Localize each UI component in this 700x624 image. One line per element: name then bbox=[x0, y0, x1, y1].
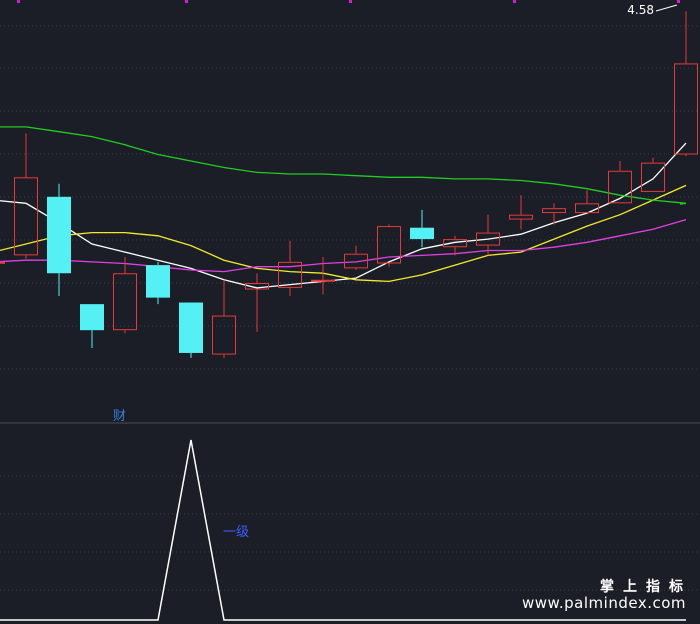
candle bbox=[278, 240, 302, 297]
indicator-panel bbox=[0, 439, 686, 621]
candle-body bbox=[311, 279, 335, 282]
grid-lines bbox=[0, 25, 700, 591]
high-price-label: 4.58 bbox=[627, 3, 654, 17]
candle-body bbox=[608, 170, 632, 204]
candle-body bbox=[641, 162, 665, 192]
candle-body bbox=[509, 214, 533, 220]
candle-body bbox=[113, 273, 137, 331]
candle bbox=[311, 256, 335, 295]
candlestick-series bbox=[0, 11, 698, 358]
candle-body bbox=[674, 63, 698, 155]
ma-line-4 bbox=[0, 126, 687, 205]
watermark-name: 掌上指标 bbox=[600, 578, 692, 595]
candle-body bbox=[14, 177, 38, 256]
candle-body bbox=[377, 226, 401, 264]
ma-line-3 bbox=[0, 218, 687, 273]
candle-body bbox=[80, 304, 104, 331]
candle-body bbox=[542, 208, 566, 214]
candle bbox=[509, 195, 533, 230]
candle-body bbox=[344, 253, 368, 269]
candle bbox=[608, 161, 632, 204]
candle-body bbox=[443, 239, 467, 248]
candle bbox=[212, 279, 236, 358]
candle bbox=[113, 256, 137, 334]
candle-body bbox=[212, 315, 236, 355]
top-tick-mark bbox=[349, 0, 352, 3]
candle bbox=[179, 302, 203, 358]
watermark: 掌上指标 www.palmindex.com bbox=[522, 579, 686, 612]
candle bbox=[245, 273, 269, 332]
panel-marker-text: 财 bbox=[113, 409, 126, 424]
ma-line-1 bbox=[0, 142, 687, 289]
candle bbox=[443, 235, 467, 256]
ma-line-2 bbox=[0, 184, 687, 283]
candle-body bbox=[245, 283, 269, 290]
high-price-annotation: 4.58 bbox=[627, 3, 678, 17]
top-tick-mark bbox=[17, 0, 20, 3]
candle-body bbox=[146, 265, 170, 298]
candle-body bbox=[278, 261, 302, 288]
indicator-label: 一级 bbox=[223, 525, 249, 540]
candle bbox=[146, 261, 170, 305]
candle bbox=[410, 209, 434, 248]
moving-average-lines bbox=[0, 126, 687, 289]
top-tick-mark bbox=[513, 0, 516, 3]
candle bbox=[344, 245, 368, 270]
candle bbox=[377, 224, 401, 267]
candle bbox=[14, 133, 38, 259]
candle bbox=[0, 261, 5, 264]
candle-body bbox=[47, 196, 71, 274]
candle-body bbox=[575, 203, 599, 214]
watermark-url: www.palmindex.com bbox=[521, 593, 686, 612]
candle bbox=[641, 157, 665, 192]
indicator-line bbox=[0, 439, 686, 621]
candle-body bbox=[0, 261, 5, 264]
candle bbox=[80, 304, 104, 349]
top-tick-mark bbox=[185, 0, 188, 3]
candle bbox=[674, 11, 698, 157]
candle-body bbox=[410, 227, 434, 240]
candle-body bbox=[476, 232, 500, 246]
top-tick-mark bbox=[677, 0, 680, 3]
candle-body bbox=[179, 302, 203, 353]
top-tick-marks bbox=[17, 0, 680, 3]
candle bbox=[542, 203, 566, 225]
candle bbox=[47, 183, 71, 297]
high-price-arrow bbox=[655, 4, 678, 12]
candle bbox=[476, 214, 500, 256]
candle bbox=[575, 190, 599, 214]
